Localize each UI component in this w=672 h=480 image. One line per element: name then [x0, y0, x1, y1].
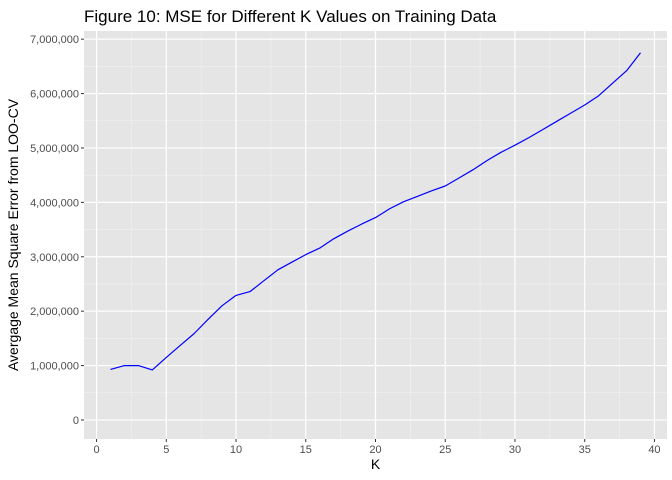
x-tick-label: 5 [163, 444, 169, 456]
x-axis: 0 5 10 15 20 25 30 35 40 [93, 439, 661, 456]
y-tick-label: 3,000,000 [30, 252, 79, 264]
y-tick-label: 2,000,000 [30, 306, 79, 318]
y-axis: 0 1,000,000 2,000,000 3,000,000 4,000,000 5,0… [30, 34, 84, 427]
x-tick-label: 15 [300, 444, 312, 456]
chart-title: Figure 10: MSE for Different K Values on… [84, 7, 497, 26]
y-tick-label: 5,000,000 [30, 143, 79, 155]
series-layer [110, 52, 641, 371]
x-tick-label: 35 [579, 444, 591, 456]
y-tick-label: 0 [73, 415, 79, 427]
x-tick-label: 30 [509, 444, 521, 456]
y-axis-title: Avergage Mean Square Error from LOO-CV [5, 98, 21, 371]
y-tick-label: 6,000,000 [30, 89, 79, 101]
x-tick-label: 0 [93, 444, 99, 456]
y-tick-label: 1,000,000 [30, 361, 79, 373]
major-gridlines [84, 31, 667, 439]
y-tick-label: 7,000,000 [30, 34, 79, 46]
x-tick-label: 20 [369, 444, 381, 456]
x-axis-title: K [371, 456, 381, 472]
x-tick-label: 10 [230, 444, 242, 456]
x-tick-label: 40 [648, 444, 660, 456]
x-tick-label: 25 [439, 444, 451, 456]
series-line [110, 52, 641, 371]
y-tick-label: 4,000,000 [30, 197, 79, 209]
